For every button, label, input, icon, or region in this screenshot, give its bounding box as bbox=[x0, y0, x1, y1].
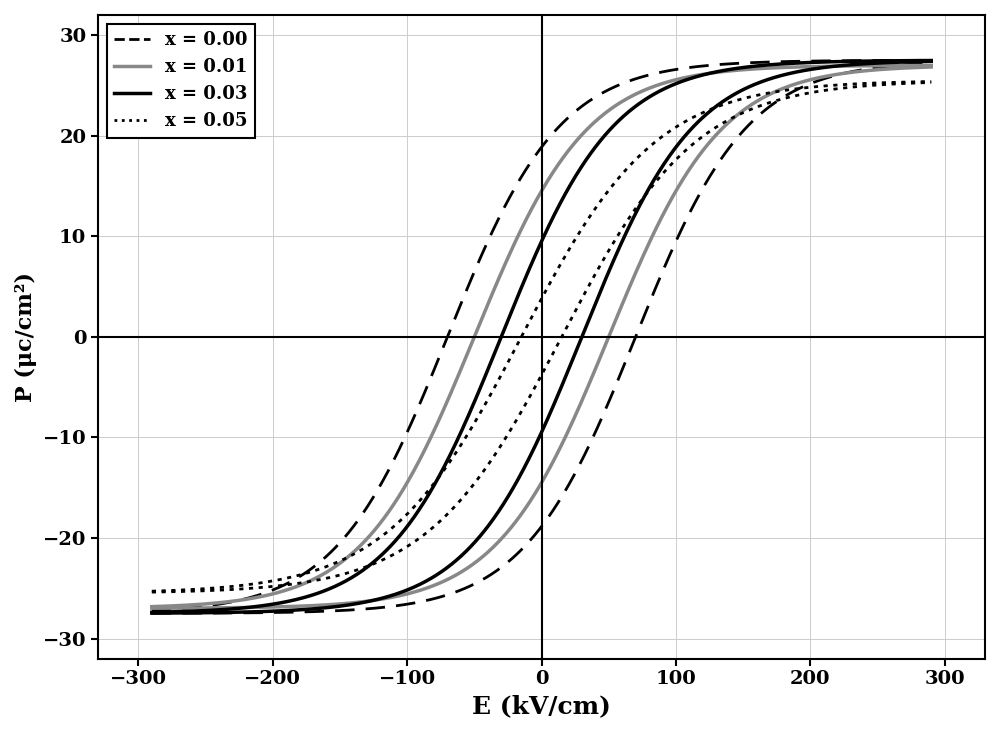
Legend: x = 0.00, x = 0.01, x = 0.03, x = 0.05: x = 0.00, x = 0.01, x = 0.03, x = 0.05 bbox=[107, 24, 255, 138]
Y-axis label: P (μc/cm²): P (μc/cm²) bbox=[15, 272, 37, 402]
X-axis label: E (kV/cm): E (kV/cm) bbox=[472, 694, 611, 718]
